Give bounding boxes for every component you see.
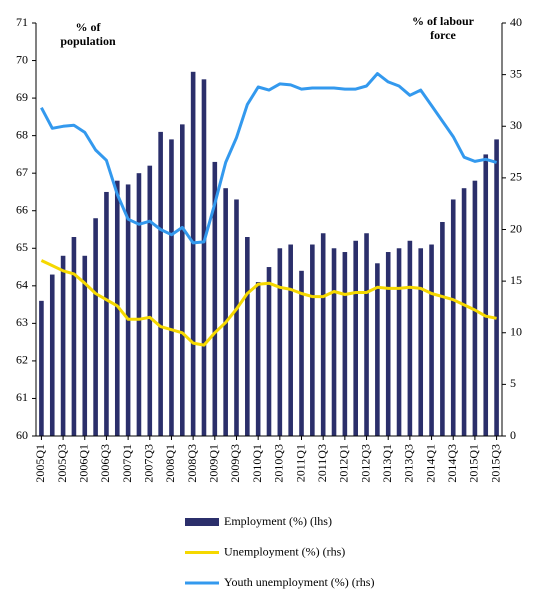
bar	[169, 139, 174, 436]
legend-label: Unemployment (%) (rhs)	[224, 544, 345, 558]
x-tick-label: 2008Q1	[163, 444, 177, 483]
bar	[125, 184, 131, 436]
x-tick-label: 2012Q3	[358, 444, 372, 483]
x-tick-label: 2007Q3	[142, 444, 156, 483]
y-tick-label: 68	[16, 127, 28, 141]
bar	[364, 233, 369, 436]
y-axis-label: % of population	[60, 20, 116, 48]
bar	[136, 173, 142, 436]
bar	[60, 255, 66, 436]
line	[40, 72, 498, 245]
x-tick-label: 2005Q1	[33, 444, 47, 483]
x-tick-label: 2015Q1	[467, 444, 481, 483]
bar	[277, 248, 283, 436]
bar	[450, 199, 456, 436]
x-tick-label: 2014Q3	[445, 444, 459, 483]
bar	[461, 188, 467, 436]
y2-axis-label: % of labour force	[411, 14, 474, 42]
bar	[320, 233, 326, 436]
bar	[483, 154, 489, 436]
y-tick-label: 70	[16, 52, 28, 66]
y2-tick-label: 30	[510, 118, 522, 132]
y2-tick-label: 25	[510, 170, 522, 184]
y2-tick-label: 15	[510, 273, 522, 287]
y2-tick-label: 20	[510, 221, 522, 235]
bar	[299, 270, 304, 436]
y-tick-label: 65	[16, 240, 28, 254]
bar	[494, 139, 499, 436]
bar	[49, 274, 55, 436]
bar	[331, 248, 337, 436]
y2-tick-label: 5	[510, 376, 516, 390]
bar	[396, 248, 402, 436]
y-tick-label: 61	[16, 390, 28, 404]
x-tick-label: 2014Q1	[423, 444, 437, 483]
bar	[71, 237, 77, 436]
y-tick-label: 66	[16, 202, 28, 216]
x-tick-label: 2013Q3	[402, 444, 416, 483]
line	[40, 259, 497, 347]
bar	[82, 255, 88, 436]
bar	[39, 300, 44, 436]
x-tick-label: 2010Q3	[272, 444, 286, 483]
x-tick-label: 2011Q3	[315, 444, 329, 482]
bar	[418, 248, 424, 436]
bar	[310, 244, 315, 436]
bar	[212, 161, 218, 436]
legend-label: Employment (%) (lhs)	[224, 514, 332, 528]
bar	[353, 240, 358, 436]
y2-tick-label: 0	[510, 428, 516, 442]
x-tick-label: 2005Q3	[55, 444, 69, 483]
y-tick-label: 63	[16, 315, 28, 329]
y-tick-label: 62	[16, 353, 28, 367]
bar	[429, 244, 434, 436]
x-tick-label: 2011Q1	[293, 444, 307, 482]
bar	[104, 191, 109, 436]
bar	[288, 244, 293, 436]
x-tick-label: 2009Q1	[207, 444, 221, 483]
y-tick-label: 69	[16, 90, 28, 104]
x-tick-label: 2009Q3	[228, 444, 242, 483]
bar	[93, 218, 98, 436]
bar	[440, 221, 445, 436]
legend-label: Youth unemployment (%) (rhs)	[224, 575, 374, 589]
x-tick-label: 2012Q1	[337, 444, 351, 483]
x-tick-label: 2010Q1	[250, 444, 264, 483]
y2-tick-label: 40	[510, 15, 522, 29]
x-tick-label: 2015Q3	[488, 444, 502, 483]
bar	[201, 79, 207, 437]
y2-tick-label: 10	[510, 325, 522, 339]
bar	[190, 71, 196, 437]
bar	[223, 188, 228, 436]
bar	[158, 131, 163, 436]
legend-swatch	[185, 518, 219, 526]
bar	[375, 263, 380, 436]
x-tick-label: 2006Q1	[77, 444, 91, 483]
x-tick-label: 2006Q3	[98, 444, 112, 483]
bar	[255, 282, 261, 436]
y2-tick-label: 35	[510, 66, 522, 80]
bar	[180, 124, 185, 436]
x-tick-label: 2007Q1	[120, 444, 134, 483]
bar	[114, 180, 120, 436]
bar	[407, 240, 413, 436]
bar	[245, 237, 250, 436]
x-tick-label: 2013Q1	[380, 444, 394, 483]
y-tick-label: 67	[16, 165, 28, 179]
x-tick-label: 2008Q3	[185, 444, 199, 483]
y-tick-label: 60	[16, 428, 28, 442]
bar	[385, 252, 391, 436]
bar	[234, 199, 239, 436]
y-tick-label: 64	[16, 278, 28, 292]
bar	[266, 267, 272, 436]
y-tick-label: 71	[16, 15, 28, 29]
bar	[147, 165, 153, 436]
bar	[342, 252, 348, 436]
